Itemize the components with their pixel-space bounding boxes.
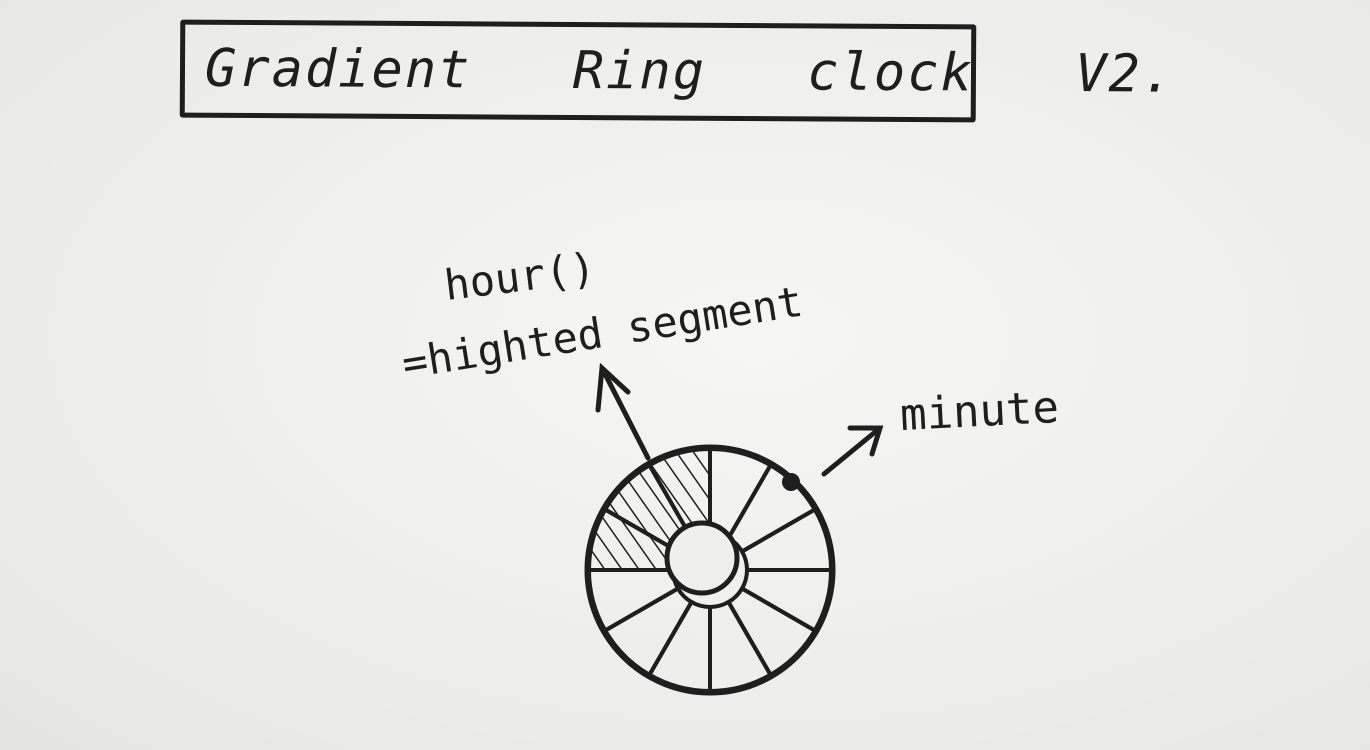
clock-outer-ring: [584, 444, 836, 696]
minute-dot: [782, 473, 800, 491]
clock-segment: [740, 507, 833, 572]
clock-segment: [740, 568, 833, 633]
clock-segment: [647, 600, 712, 693]
clock-segment: [603, 586, 694, 677]
clock-inner-circle: [664, 520, 740, 596]
clock-segment: [726, 463, 817, 554]
clock-segment: [708, 600, 773, 693]
hour-arrow: [595, 362, 651, 461]
clock-segment: [726, 586, 817, 677]
minute-arrow: [821, 425, 884, 477]
clock-segment: [587, 568, 680, 633]
